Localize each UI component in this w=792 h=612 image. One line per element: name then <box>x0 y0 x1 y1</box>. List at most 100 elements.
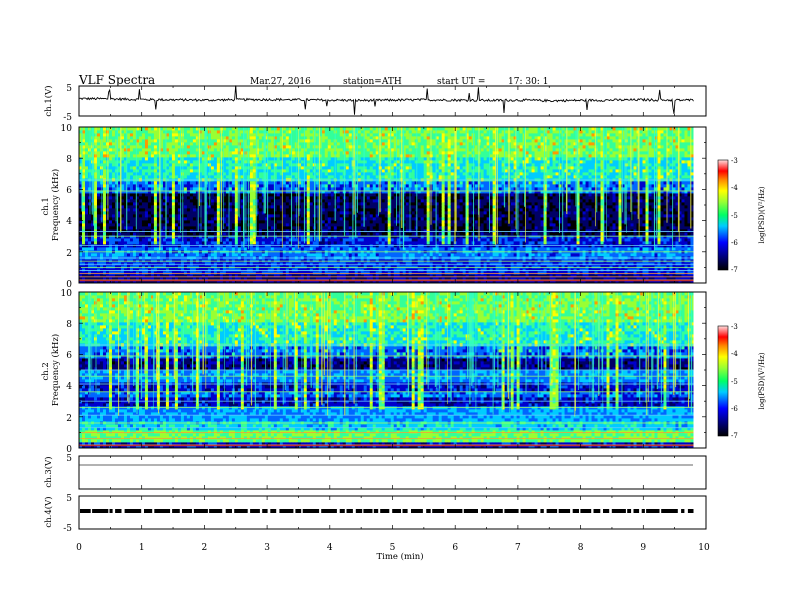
spectrogram-cell <box>90 229 95 233</box>
spectrogram-cell <box>237 268 242 272</box>
spectrogram-cell <box>216 169 221 173</box>
spectrogram-cell <box>147 199 152 203</box>
spectrogram-cell <box>198 175 203 179</box>
spectrogram-cell <box>153 184 158 188</box>
spectrogram-cell <box>282 172 287 176</box>
spectrogram-cell <box>249 190 254 194</box>
spectrogram-cell <box>82 154 86 158</box>
spectrogram-cell <box>288 157 293 161</box>
spectrogram-cell <box>333 253 338 257</box>
spectrogram-cell <box>150 211 155 215</box>
spectrogram-cell <box>240 259 245 263</box>
spectrogram-cell <box>243 277 248 281</box>
spectrogram-cell <box>102 184 107 188</box>
spectrogram-cell <box>120 268 125 272</box>
spectrogram-cell <box>177 229 182 233</box>
spectrogram-cell <box>291 211 296 215</box>
spectrogram-cell <box>105 229 110 233</box>
spectrogram-cell <box>189 223 194 227</box>
spectrogram-cell <box>270 241 275 245</box>
spectrogram-cell <box>141 229 146 233</box>
spectrogram-cell <box>93 241 98 245</box>
spectrogram-cell <box>111 142 116 146</box>
spectrogram-cell <box>300 151 305 155</box>
spectrogram-cell <box>171 187 176 191</box>
spectrogram-cell <box>123 136 128 140</box>
spectrogram-cell <box>192 169 197 173</box>
spectrogram-cell <box>285 262 290 266</box>
spectrogram-cell <box>168 163 173 167</box>
spectrogram-cell <box>270 142 275 146</box>
spectrogram-cell <box>339 127 344 131</box>
spectrogram-cell <box>240 217 245 221</box>
spectrogram-cell <box>156 163 161 167</box>
spectrogram-cell <box>84 148 89 152</box>
spectrogram-cell <box>360 202 365 206</box>
spectrogram-cell <box>285 271 290 275</box>
spectrogram-cell <box>135 265 140 269</box>
spectrogram-cell <box>141 205 146 209</box>
spectrogram-cell <box>264 151 269 155</box>
spectrogram-cell <box>105 238 110 242</box>
spectrogram-cell <box>351 268 356 272</box>
spectrogram-cell <box>363 220 368 224</box>
spectrogram-cell <box>303 184 308 188</box>
spectrogram-cell <box>228 136 233 140</box>
spectrogram-cell <box>300 172 305 176</box>
spectrogram-cell <box>339 247 344 251</box>
spectrogram-cell <box>147 247 152 251</box>
spectrogram-cell <box>117 247 122 251</box>
spectrogram-cell <box>120 172 125 176</box>
spectrogram-cell <box>159 220 164 224</box>
spectrogram-cell <box>363 259 368 263</box>
spectrogram-cell <box>282 154 287 158</box>
spectrogram-cell <box>141 187 146 191</box>
spectrogram-cell <box>99 280 104 283</box>
spectrogram-cell <box>114 262 119 266</box>
spectrogram-cell <box>228 142 233 146</box>
spectrogram-cell <box>117 142 122 146</box>
spectrogram-cell <box>240 193 245 197</box>
spectrogram-cell <box>129 226 134 230</box>
spectrogram-cell <box>216 139 221 143</box>
spectrogram-cell <box>79 253 83 257</box>
spectrogram-cell <box>252 142 257 146</box>
spectrogram-cell <box>153 280 158 283</box>
spectrogram-cell <box>123 184 128 188</box>
spectrogram-cell <box>264 208 269 212</box>
spectrogram-cell <box>300 238 305 242</box>
spectrogram-cell <box>318 214 323 218</box>
spectrogram-cell <box>300 253 305 257</box>
spectrogram-cell <box>183 145 188 149</box>
spectrogram-cell <box>345 196 350 200</box>
spectrogram-cell <box>168 139 173 143</box>
spectrogram-cell <box>360 193 365 197</box>
spectrogram-cell <box>108 241 113 245</box>
spectrogram-cell <box>111 262 116 266</box>
spectrogram-cell <box>258 184 263 188</box>
spectrogram-cell <box>114 145 119 149</box>
spectrogram-cell <box>105 259 110 263</box>
spectrogram-cell <box>297 229 302 233</box>
spectrogram-cell <box>360 220 365 224</box>
spectrogram-cell <box>105 241 110 245</box>
spectrogram-cell <box>207 208 212 212</box>
spectrogram-cell <box>318 163 323 167</box>
spectrogram-cell <box>213 190 218 194</box>
spectrogram-cell <box>255 280 260 283</box>
spectrogram-cell <box>300 157 305 161</box>
spectrogram-cell <box>348 208 353 212</box>
spectrogram-cell <box>324 232 329 236</box>
spectrogram-cell <box>291 172 296 176</box>
spectrogram-cell <box>354 190 359 194</box>
spectrogram-cell <box>129 142 134 146</box>
spectrogram-cell <box>252 268 257 272</box>
spectrogram-cell <box>351 220 356 224</box>
spectrogram-cell <box>336 184 341 188</box>
spectrogram-cell <box>177 184 182 188</box>
spectrogram-cell <box>141 223 146 227</box>
spectrogram-cell <box>102 223 107 227</box>
spectrogram-cell <box>315 214 320 218</box>
spectrogram-cell <box>255 166 260 170</box>
spectrogram-cell <box>360 235 365 239</box>
